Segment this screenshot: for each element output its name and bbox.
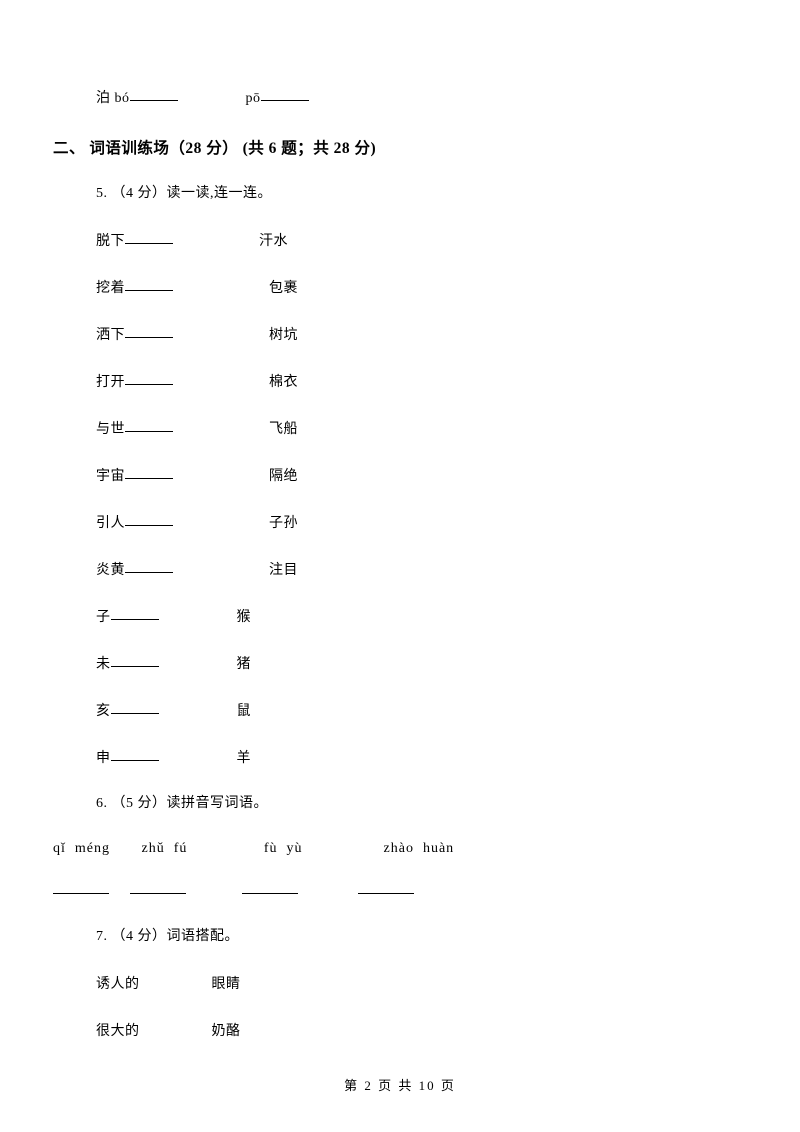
q7-row-1: 很大的 奶酪 — [96, 1020, 743, 1040]
q5-left-5: 宇宙 — [96, 469, 125, 484]
q5-right-6: 子孙 — [269, 516, 298, 531]
q5-header: 5. （4 分）读一读,连一连。 — [96, 184, 743, 204]
q5-row-8: 子猴 — [96, 606, 743, 626]
q5-blank-9[interactable] — [111, 653, 159, 667]
q6-blank-3[interactable] — [358, 880, 414, 894]
q5-blank-7[interactable] — [125, 559, 173, 573]
q5-right-10: 鼠 — [237, 704, 252, 719]
q5-right-0: 汗水 — [259, 234, 288, 249]
q6-blank-2[interactable] — [242, 880, 298, 894]
q4-blank1[interactable] — [130, 87, 178, 101]
q5-blank-5[interactable] — [125, 465, 173, 479]
q5-blank-8[interactable] — [111, 606, 159, 620]
q7-right-1: 奶酪 — [212, 1024, 241, 1039]
q5-left-4: 与世 — [96, 422, 125, 437]
q5-right-2: 树坑 — [269, 328, 298, 343]
q6-pinyin: qǐ méng zhǔ fú fù yù zhào huàn — [53, 841, 743, 857]
q5-blank-4[interactable] — [125, 418, 173, 432]
q5-row-5: 宇宙 隔绝 — [96, 465, 743, 485]
q5-right-4: 飞船 — [269, 422, 298, 437]
section2-header: 二、 词语训练场（28 分） (共 6 题；共 28 分) — [53, 136, 743, 158]
q5-blank-6[interactable] — [125, 512, 173, 526]
q6-blanks — [53, 881, 743, 900]
q5-left-10: 亥 — [96, 704, 111, 719]
q7-row-0: 诱人的 眼睛 — [96, 973, 743, 993]
q5-row-4: 与世 飞船 — [96, 418, 743, 438]
q5-left-8: 子 — [96, 610, 111, 625]
q5-row-6: 引人 子孙 — [96, 512, 743, 532]
q5-right-1: 包裹 — [269, 281, 298, 296]
q5-right-9: 猪 — [237, 657, 252, 672]
q5-blank-10[interactable] — [111, 700, 159, 714]
q5-row-1: 挖着 包裹 — [96, 277, 743, 297]
q5-blank-1[interactable] — [125, 277, 173, 291]
q5-left-7: 炎黄 — [96, 563, 125, 578]
q5-right-11: 羊 — [237, 751, 252, 766]
q5-left-1: 挖着 — [96, 281, 125, 296]
q5-row-2: 洒下 树坑 — [96, 324, 743, 344]
q5-blank-3[interactable] — [125, 371, 173, 385]
q7-right-0: 眼睛 — [212, 977, 241, 992]
q7-left-1: 很大的 — [96, 1024, 140, 1039]
q5-right-5: 隔绝 — [269, 469, 298, 484]
q5-left-9: 未 — [96, 657, 111, 672]
q5-row-7: 炎黄 注目 — [96, 559, 743, 579]
q5-row-11: 申羊 — [96, 747, 743, 767]
q5-row-3: 打开 棉衣 — [96, 371, 743, 391]
q5-row-0: 脱下 汗水 — [96, 230, 743, 250]
q5-left-11: 申 — [96, 751, 111, 766]
q4-prefix2: pō — [246, 91, 261, 106]
q7-left-0: 诱人的 — [96, 977, 140, 992]
q5-right-8: 猴 — [237, 610, 252, 625]
q7-header: 7. （4 分）词语搭配。 — [96, 927, 743, 947]
q5-blank-0[interactable] — [125, 230, 173, 244]
q5-right-7: 注目 — [269, 563, 298, 578]
q4-blank2[interactable] — [261, 87, 309, 101]
q5-blank-11[interactable] — [111, 747, 159, 761]
page-footer: 第 2 页 共 10 页 — [0, 1075, 800, 1094]
q6-header: 6. （5 分）读拼音写词语。 — [96, 794, 743, 814]
q5-row-10: 亥鼠 — [96, 700, 743, 720]
q5-left-0: 脱下 — [96, 234, 125, 249]
q5-row-9: 未猪 — [96, 653, 743, 673]
q6-blank-1[interactable] — [130, 880, 186, 894]
q5-left-6: 引人 — [96, 516, 125, 531]
q5-left-3: 打开 — [96, 375, 125, 390]
q4-prefix: 泊 bó — [96, 91, 130, 106]
q4-line: 泊 bó pō — [96, 88, 743, 109]
q6-blank-0[interactable] — [53, 880, 109, 894]
q5-right-3: 棉衣 — [269, 375, 298, 390]
q5-blank-2[interactable] — [125, 324, 173, 338]
q5-left-2: 洒下 — [96, 328, 125, 343]
